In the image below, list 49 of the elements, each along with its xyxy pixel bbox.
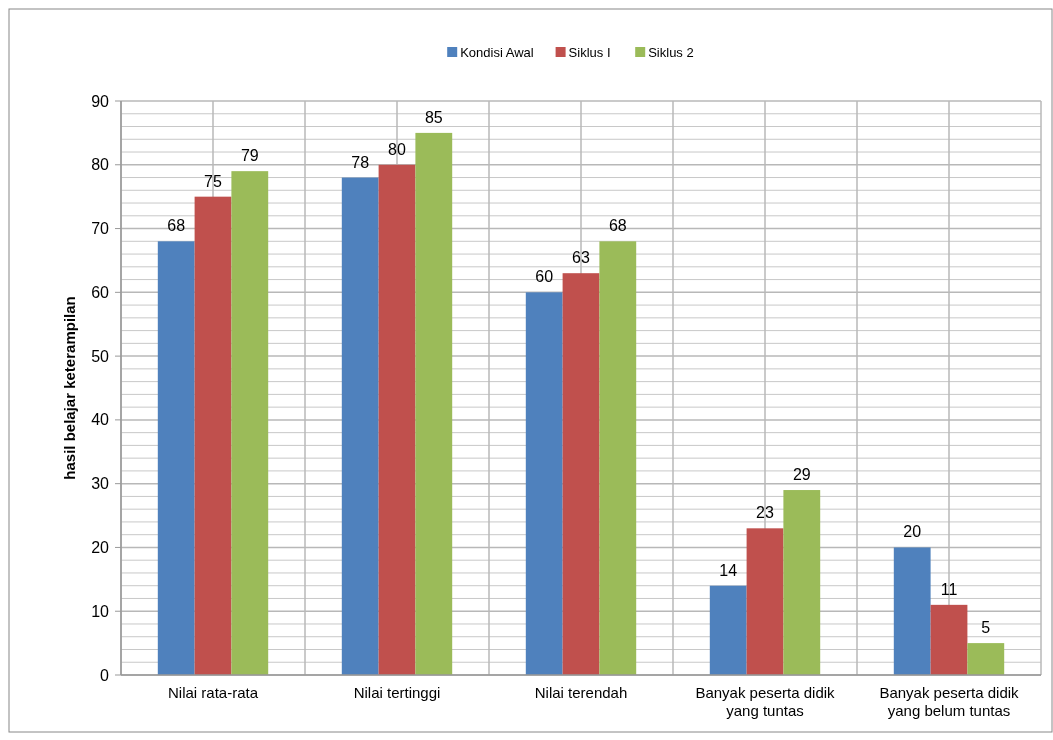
x-tick-label: Nilai rata-rata: [167, 684, 259, 701]
data-label: 75: [204, 172, 222, 190]
x-tick-label: Nilai tertinggi: [353, 684, 441, 701]
bar: [930, 604, 968, 675]
legend-label: Siklus 2: [648, 44, 694, 60]
bar: [341, 177, 379, 675]
data-label: 20: [903, 523, 922, 541]
data-label: 68: [167, 217, 186, 235]
y-tick-label: 10: [91, 602, 110, 620]
y-tick-label: 50: [91, 347, 110, 365]
data-label: 29: [792, 466, 811, 484]
y-tick-label: 30: [91, 475, 110, 493]
data-label: 14: [719, 561, 738, 579]
data-label: 63: [572, 249, 590, 267]
y-tick-label: 80: [91, 156, 110, 174]
bar: [746, 528, 784, 675]
x-tick-label: Banyak peserta didik yang tuntas: [695, 684, 836, 719]
data-label: 60: [535, 268, 554, 286]
bar: [783, 490, 821, 675]
bar: [415, 132, 453, 675]
y-tick-label: 70: [91, 220, 110, 238]
bar: [525, 292, 563, 675]
data-label: 68: [608, 217, 627, 235]
bar: [378, 164, 416, 675]
y-tick-label: 60: [91, 283, 110, 301]
data-label: 5: [981, 619, 991, 637]
y-tick-label: 0: [100, 666, 110, 684]
y-tick-label: 90: [91, 92, 110, 110]
data-label: 85: [424, 108, 443, 126]
bar: [562, 273, 600, 675]
x-tick-label: Banyak peserta didik yang belum tuntas: [879, 684, 1020, 719]
legend-label: Siklus I: [568, 44, 611, 60]
y-axis-title: hasil belajar keterampilan: [61, 296, 78, 480]
bar: [194, 196, 232, 675]
bar: [709, 585, 747, 675]
data-label: 80: [388, 140, 406, 158]
bar: [599, 241, 637, 675]
x-tick-label: Nilai terendah: [534, 684, 628, 701]
bar: [231, 171, 269, 675]
data-label: 78: [351, 153, 370, 171]
bar: [157, 241, 195, 675]
bar: [893, 547, 931, 675]
data-label: 23: [756, 504, 774, 522]
data-label: 11: [940, 580, 958, 598]
data-label: 79: [240, 147, 259, 165]
y-tick-label: 20: [91, 539, 110, 557]
legend-label: Kondisi Awal: [460, 44, 534, 60]
y-tick-label: 40: [91, 411, 110, 429]
bar: [967, 643, 1005, 675]
